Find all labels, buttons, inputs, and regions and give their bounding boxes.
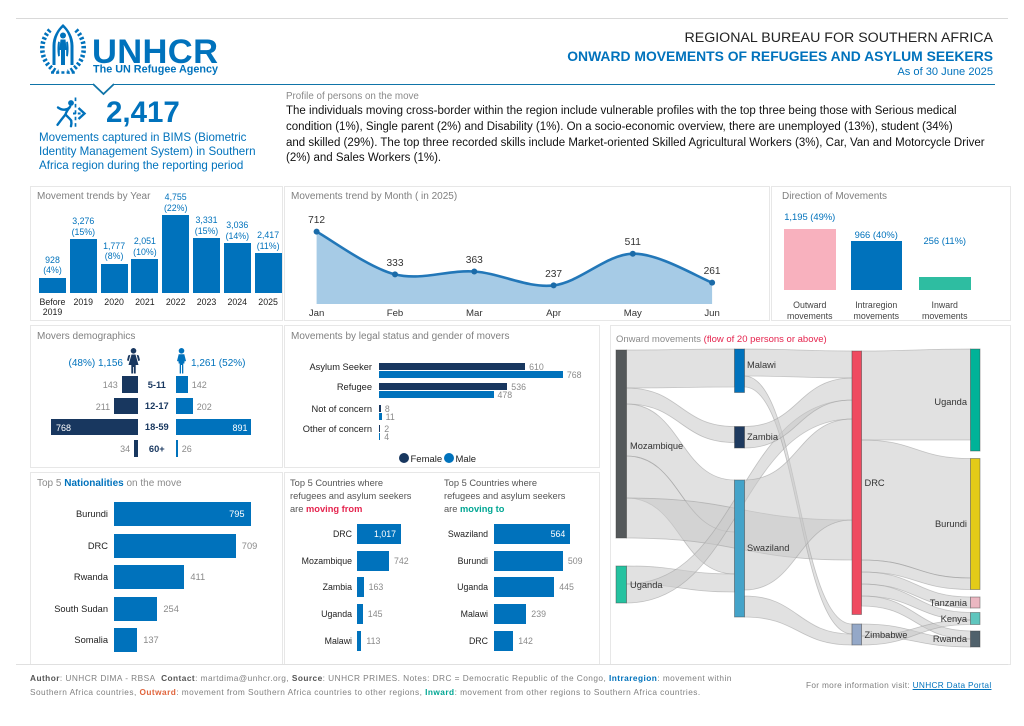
svg-text:The UN Refugee Agency: The UN Refugee Agency bbox=[93, 64, 218, 76]
svg-text:UNHCR: UNHCR bbox=[92, 33, 218, 71]
